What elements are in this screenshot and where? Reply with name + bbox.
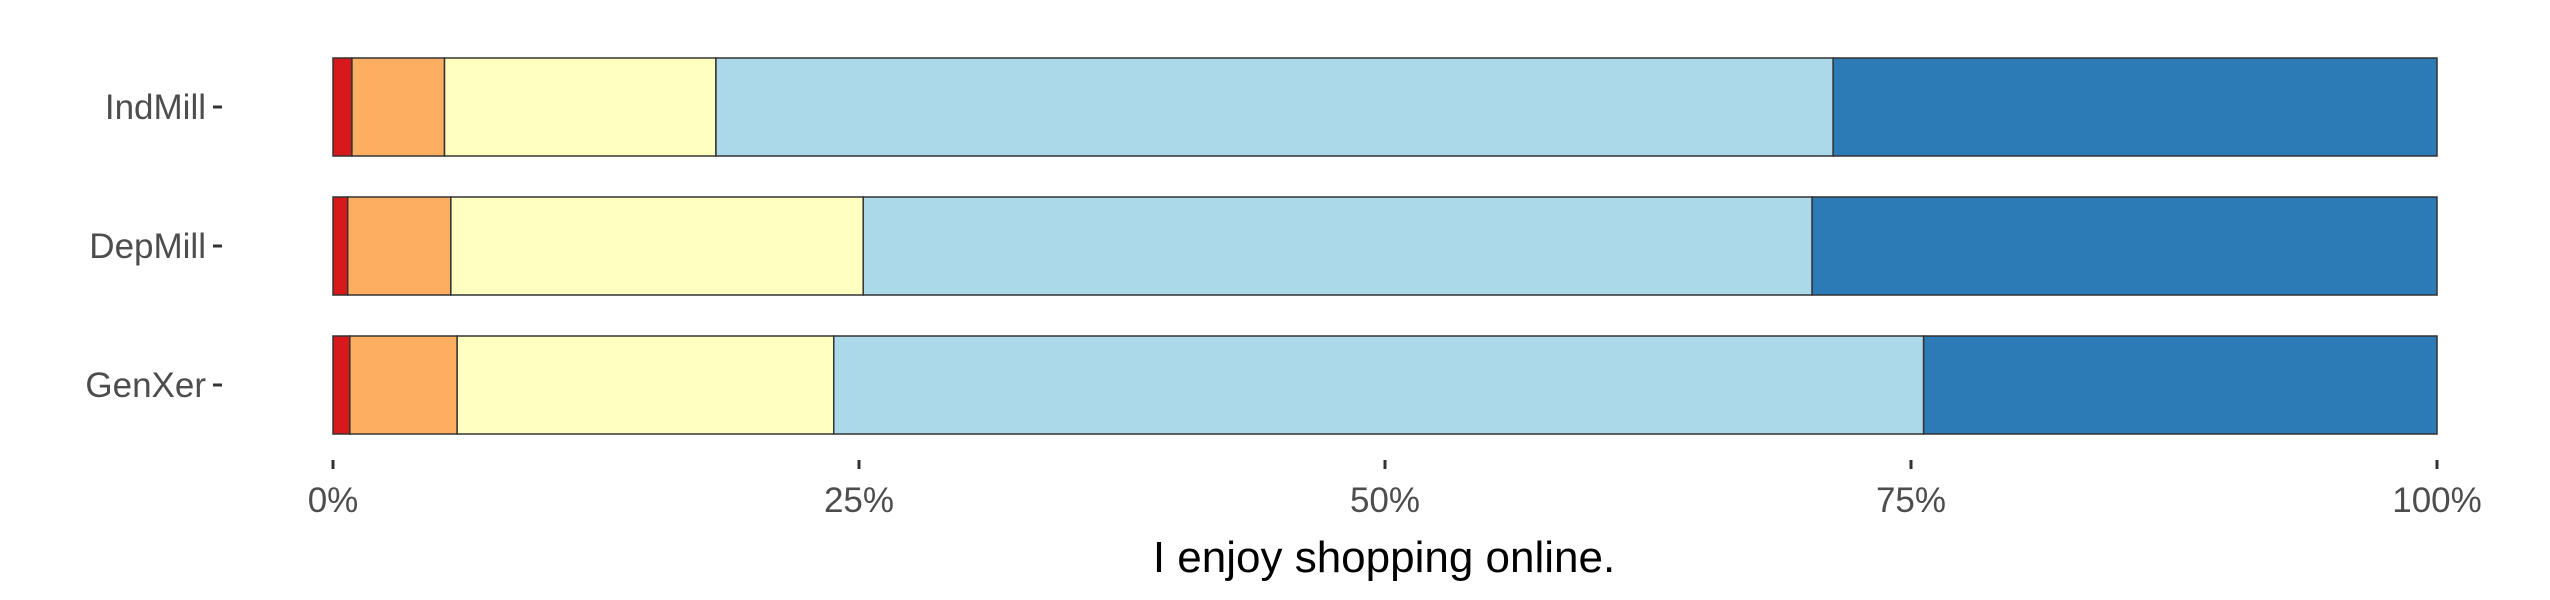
bars-layer [332,57,2438,435]
bar-segment [456,335,835,435]
y-tick-label: DepMill [89,227,206,266]
bar-segment [450,196,864,296]
bar-segment [1832,57,2438,157]
y-tick-label: IndMill [105,88,206,127]
bar-segment [351,57,446,157]
bar-segment [349,335,458,435]
bar-segment [1811,196,2438,296]
x-tick-label: 100% [2392,481,2482,520]
bar-segment [332,57,353,157]
bar-segment [1922,335,2438,435]
y-tick-label: GenXer [85,366,206,405]
bar-segment [332,196,349,296]
bar-segment [443,57,717,157]
bar-segment [862,196,1813,296]
x-axis-title: I enjoy shopping online. [1153,533,1615,582]
x-axis: 0% 25% 50% 75% 100% [308,460,2482,520]
bar-segment [346,196,452,296]
x-tick-label: 25% [824,481,894,520]
bar-segment [833,335,1925,435]
x-tick-label: 75% [1876,481,1946,520]
bar-segment [715,57,1834,157]
y-axis: IndMill DepMill GenXer [85,88,222,405]
x-tick-label: 0% [308,481,359,520]
bar-segment [332,335,351,435]
x-tick-label: 50% [1350,481,1420,520]
